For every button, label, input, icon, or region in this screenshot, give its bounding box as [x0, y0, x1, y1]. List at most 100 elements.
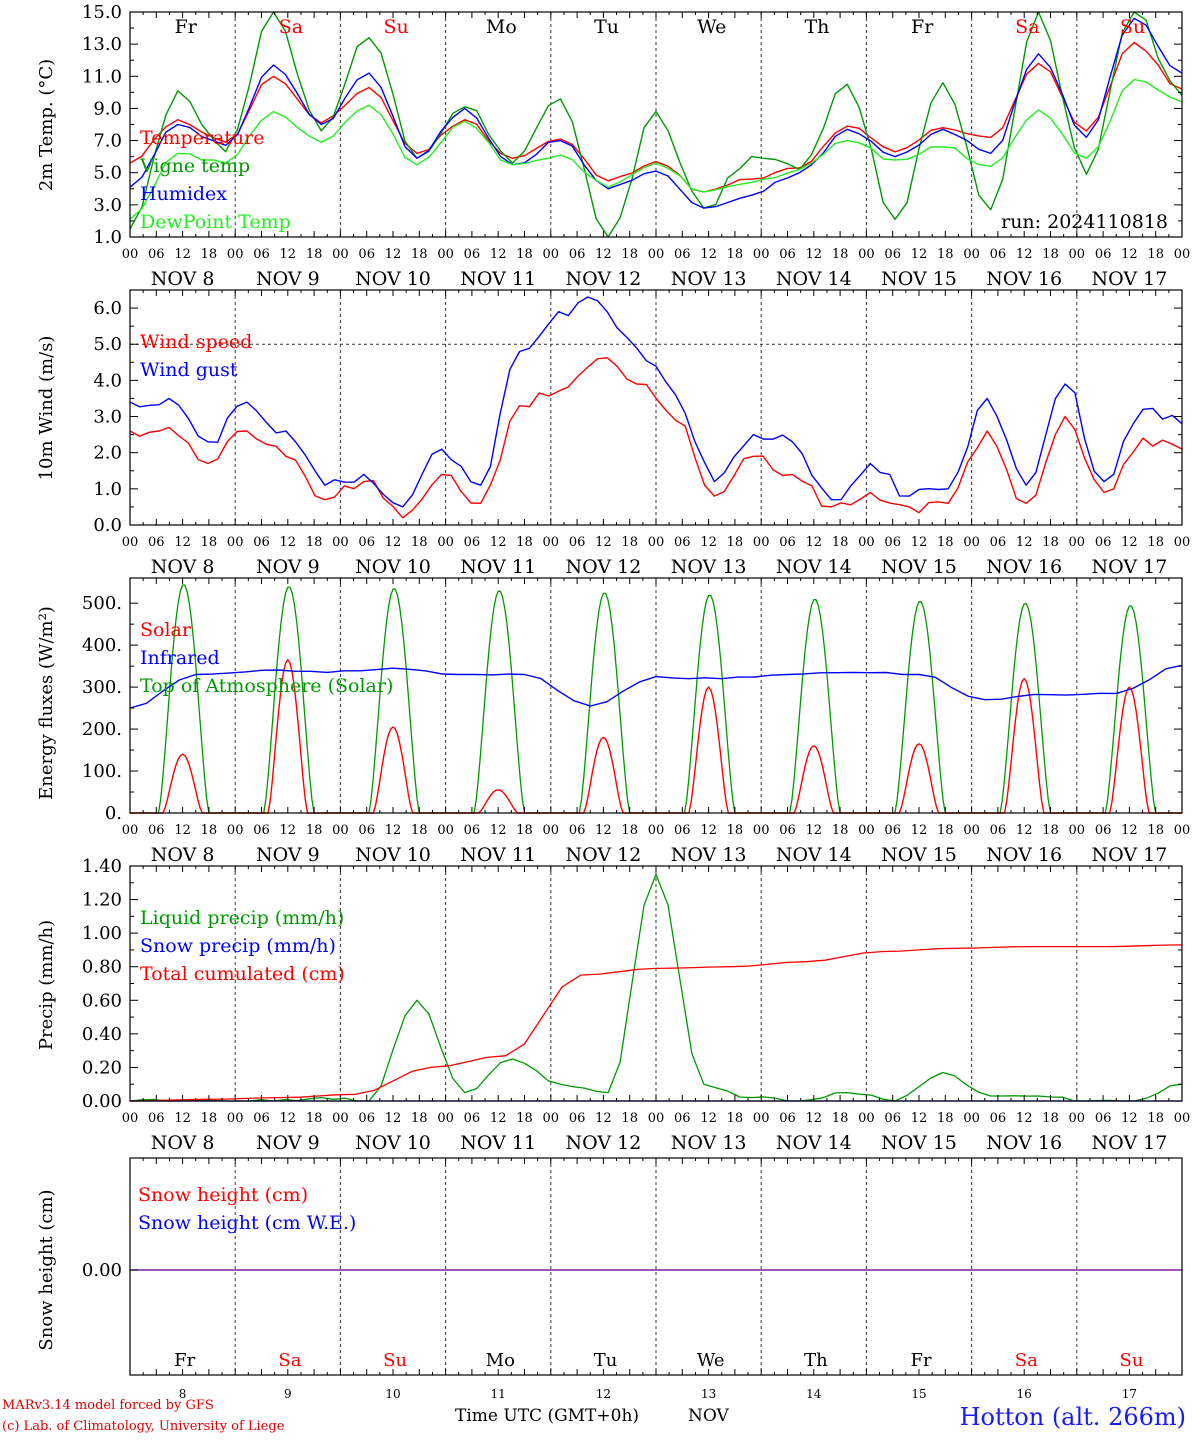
hour-tick-label: 00 — [963, 247, 980, 262]
y-tick-label: 0.60 — [82, 990, 122, 1011]
hour-tick-label: 18 — [621, 247, 638, 262]
date-label: NOV 17 — [1091, 556, 1167, 578]
y-axis-label: 10m Wind (m/s) — [36, 336, 57, 481]
y-tick-label: 3.0 — [93, 195, 122, 216]
hour-tick-label: 12 — [1121, 1111, 1138, 1126]
hour-tick-label: 12 — [1016, 823, 1033, 838]
legend-infrared: Infrared — [140, 647, 220, 669]
wind-series-line — [129, 357, 1183, 519]
hour-tick-label: 00 — [543, 1111, 560, 1126]
hour-tick-label: 06 — [358, 247, 375, 262]
hour-tick-label: 06 — [990, 1111, 1007, 1126]
day-number: 15 — [911, 1387, 926, 1401]
hour-tick-label: 12 — [1016, 247, 1033, 262]
date-label: NOV 13 — [671, 268, 747, 290]
hour-tick-label: 00 — [648, 1111, 665, 1126]
legend-snow-precip: Snow precip (mm/h) — [140, 935, 336, 957]
weekday-label: Sa — [1015, 1350, 1038, 1371]
hour-tick-label: 12 — [174, 1111, 191, 1126]
y-tick-label: 0.0 — [93, 515, 122, 536]
date-label: NOV 8 — [151, 556, 215, 578]
legend-wind-gust: Wind gust — [140, 359, 238, 381]
hour-tick-label: 18 — [201, 823, 218, 838]
weekday-label: Tu — [594, 1350, 618, 1371]
station-name: Hotton (alt. 266m) — [959, 1403, 1186, 1431]
hour-tick-label: 06 — [358, 1111, 375, 1126]
y-tick-label: 7.0 — [93, 131, 122, 152]
temp-series-line — [129, 41, 1183, 193]
hour-tick-label: 06 — [148, 823, 165, 838]
hour-tick-label: 06 — [569, 823, 586, 838]
hour-tick-label: 12 — [806, 1111, 823, 1126]
weekday-label: Fr — [174, 1350, 195, 1371]
hour-tick-label: 12 — [280, 1111, 297, 1126]
hour-tick-label: 06 — [358, 535, 375, 550]
hour-tick-label: 18 — [621, 1111, 638, 1126]
hour-tick-label: 18 — [937, 823, 954, 838]
hour-tick-label: 00 — [1174, 535, 1191, 550]
hour-tick-label: 18 — [937, 535, 954, 550]
y-tick-label: 3.0 — [93, 407, 122, 428]
legend-liquid-precip: Liquid precip (mm/h) — [140, 907, 344, 929]
hour-tick-label: 00 — [1069, 823, 1086, 838]
hour-tick-label: 00 — [753, 823, 770, 838]
date-label: NOV 9 — [256, 1132, 320, 1154]
hour-tick-label: 00 — [543, 247, 560, 262]
hour-tick-label: 06 — [464, 247, 481, 262]
y-tick-label: 100. — [82, 761, 122, 782]
date-label: NOV 12 — [565, 1132, 641, 1154]
hour-tick-label: 12 — [174, 823, 191, 838]
hour-tick-label: 00 — [227, 535, 244, 550]
hour-tick-label: 00 — [437, 535, 454, 550]
hour-tick-label: 12 — [1121, 823, 1138, 838]
day-number: 8 — [179, 1387, 187, 1401]
date-label: NOV 11 — [460, 844, 536, 866]
legend-wind-speed: Wind speed — [140, 331, 252, 353]
hour-tick-label: 06 — [148, 247, 165, 262]
hour-tick-label: 12 — [1016, 1111, 1033, 1126]
hour-tick-label: 12 — [911, 1111, 928, 1126]
weekday-label: We — [697, 1350, 725, 1371]
hour-tick-label: 18 — [621, 823, 638, 838]
hour-tick-label: 18 — [832, 535, 849, 550]
hour-tick-label: 06 — [884, 823, 901, 838]
hour-tick-label: 12 — [490, 823, 507, 838]
hour-tick-label: 12 — [1121, 535, 1138, 550]
hour-tick-label: 18 — [1147, 1111, 1164, 1126]
hour-tick-label: 18 — [832, 823, 849, 838]
hour-tick-label: 06 — [990, 823, 1007, 838]
hour-tick-label: 00 — [227, 247, 244, 262]
hour-tick-label: 18 — [516, 535, 533, 550]
hour-tick-label: 00 — [858, 1111, 875, 1126]
y-tick-label: 5.0 — [93, 334, 122, 355]
y-tick-label: 11.0 — [82, 66, 122, 87]
hour-tick-label: 18 — [306, 247, 323, 262]
hour-tick-label: 12 — [490, 535, 507, 550]
hour-tick-label: 18 — [1042, 823, 1059, 838]
date-label: NOV 15 — [881, 844, 957, 866]
wind-series-line — [129, 296, 1183, 508]
hour-tick-label: 18 — [832, 247, 849, 262]
date-label: NOV 10 — [355, 268, 431, 290]
hour-tick-label: 12 — [700, 823, 717, 838]
temp-series-line — [129, 11, 1183, 238]
hour-tick-label: 00 — [332, 823, 349, 838]
date-label: NOV 9 — [256, 556, 320, 578]
hour-tick-label: 18 — [1147, 247, 1164, 262]
hour-tick-label: 06 — [990, 247, 1007, 262]
hour-tick-label: 18 — [516, 1111, 533, 1126]
hour-tick-label: 12 — [385, 535, 402, 550]
hour-tick-label: 00 — [437, 1111, 454, 1126]
hour-tick-label: 06 — [674, 1111, 691, 1126]
hour-tick-label: 12 — [806, 247, 823, 262]
hour-tick-label: 18 — [937, 1111, 954, 1126]
hour-tick-label: 00 — [1069, 535, 1086, 550]
hour-tick-label: 12 — [911, 535, 928, 550]
hour-tick-label: 18 — [727, 1111, 744, 1126]
y-tick-label: 2.0 — [93, 443, 122, 464]
hour-tick-label: 12 — [1121, 247, 1138, 262]
weekday-label: Sa — [1015, 16, 1039, 38]
hour-tick-label: 12 — [595, 823, 612, 838]
weekday-label: We — [697, 16, 726, 38]
hour-tick-label: 00 — [858, 823, 875, 838]
